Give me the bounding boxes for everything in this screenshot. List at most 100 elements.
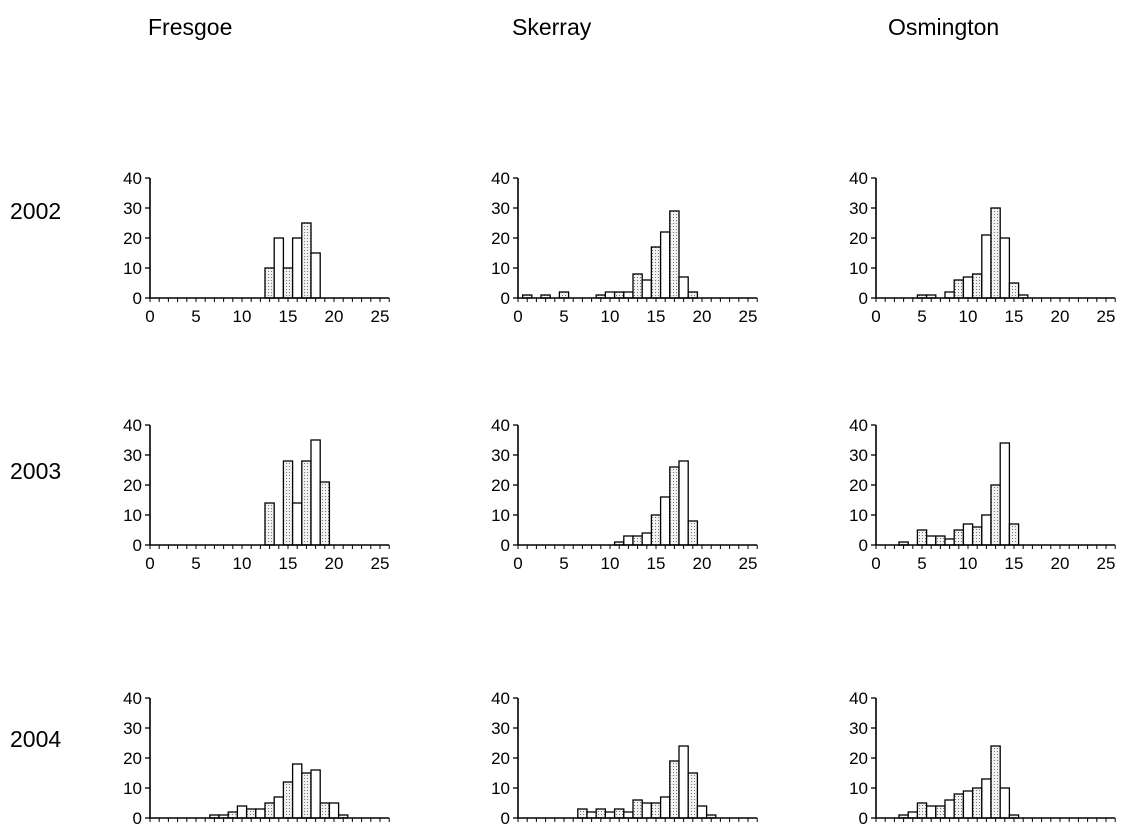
x-tick-label: 15 xyxy=(279,827,298,830)
x-tick-label: 10 xyxy=(233,554,252,573)
bar xyxy=(650,514,662,546)
x-tick-label: 20 xyxy=(693,554,712,573)
x-tick-label: 5 xyxy=(191,827,200,830)
bar xyxy=(310,252,321,299)
x-tick-label: 15 xyxy=(647,307,666,326)
x-tick-label: 25 xyxy=(371,307,390,326)
x-tick-label: 0 xyxy=(871,827,880,830)
bar xyxy=(669,466,680,546)
column-label-osmington: Osmington xyxy=(888,14,1000,40)
bar xyxy=(632,273,643,299)
x-tick-label: 20 xyxy=(325,307,344,326)
bar xyxy=(641,279,653,299)
histogram-fresgoe-2003: 0 10 20 30 40 0 5 10 15 20 25 xyxy=(123,416,390,573)
y-tick-label: 10 xyxy=(491,506,510,525)
y-tick-label: 10 xyxy=(849,259,868,278)
histogram-osmington-2004: 0 10 20 30 40 0 5 10 15 20 25 xyxy=(849,689,1116,830)
y-tick-label: 10 xyxy=(123,779,142,798)
bar xyxy=(962,276,974,299)
bar xyxy=(264,802,275,819)
x-tick-label: 10 xyxy=(959,554,978,573)
bar xyxy=(981,514,992,546)
bar xyxy=(962,523,974,546)
x-tick-label: 15 xyxy=(647,554,666,573)
bar xyxy=(282,267,294,299)
bar xyxy=(291,763,303,819)
x-tick-label: 25 xyxy=(1097,307,1116,326)
bar xyxy=(604,811,616,819)
y-tick-label: 40 xyxy=(491,689,510,708)
bar xyxy=(696,805,708,819)
x-tick-label: 20 xyxy=(325,554,344,573)
y-tick-label: 10 xyxy=(849,506,868,525)
row-label-2004: 2004 xyxy=(10,726,62,752)
bar xyxy=(255,808,266,819)
bar xyxy=(641,532,653,546)
bar xyxy=(925,805,937,819)
y-tick-label: 30 xyxy=(849,199,868,218)
bar xyxy=(925,535,937,546)
bar xyxy=(301,460,312,546)
bar xyxy=(319,481,331,546)
x-tick-label: 10 xyxy=(959,307,978,326)
y-tick-label: 40 xyxy=(491,416,510,435)
x-tick-label: 10 xyxy=(601,307,620,326)
x-tick-label: 15 xyxy=(647,827,666,830)
y-tick-label: 40 xyxy=(849,689,868,708)
y-tick-label: 10 xyxy=(123,259,142,278)
x-tick-label: 10 xyxy=(601,554,620,573)
y-tick-label: 20 xyxy=(491,229,510,248)
y-tick-label: 0 xyxy=(501,536,510,555)
x-tick-label: 25 xyxy=(739,307,758,326)
x-tick-label: 20 xyxy=(693,827,712,830)
x-tick-label: 5 xyxy=(917,554,926,573)
x-tick-label: 15 xyxy=(279,554,298,573)
y-tick-label: 40 xyxy=(123,689,142,708)
y-tick-label: 30 xyxy=(491,719,510,738)
y-tick-label: 30 xyxy=(123,199,142,218)
y-tick-label: 30 xyxy=(491,446,510,465)
x-tick-label: 15 xyxy=(279,307,298,326)
bar xyxy=(623,291,634,299)
bar xyxy=(916,802,928,819)
bar xyxy=(595,808,607,819)
bar xyxy=(650,246,662,299)
y-tick-label: 20 xyxy=(123,749,142,768)
y-tick-label: 30 xyxy=(491,199,510,218)
bar xyxy=(990,484,1001,546)
bar xyxy=(935,535,946,546)
y-tick-label: 20 xyxy=(849,229,868,248)
bar xyxy=(1008,523,1020,546)
bar xyxy=(577,808,588,819)
x-tick-label: 0 xyxy=(871,554,880,573)
bar xyxy=(328,802,340,819)
x-tick-label: 0 xyxy=(513,554,522,573)
bar xyxy=(953,279,965,299)
x-tick-label: 20 xyxy=(1051,827,1070,830)
y-tick-label: 40 xyxy=(849,169,868,188)
x-tick-label: 10 xyxy=(233,827,252,830)
histogram-skerray-2003: 0 10 20 30 40 0 5 10 15 20 25 xyxy=(491,416,758,573)
x-tick-label: 15 xyxy=(1005,307,1024,326)
bar xyxy=(907,811,919,819)
bar xyxy=(953,793,965,819)
bar xyxy=(245,808,257,819)
y-tick-label: 20 xyxy=(849,749,868,768)
bar xyxy=(953,529,965,546)
y-tick-label: 0 xyxy=(501,289,510,308)
bar xyxy=(264,502,275,546)
bar xyxy=(319,802,331,819)
bar xyxy=(558,291,570,299)
x-tick-label: 20 xyxy=(1051,554,1070,573)
bar xyxy=(659,496,671,546)
column-label-skerray: Skerray xyxy=(512,14,592,40)
y-tick-label: 10 xyxy=(491,779,510,798)
y-tick-label: 0 xyxy=(859,809,868,828)
x-tick-label: 0 xyxy=(145,554,154,573)
y-tick-label: 10 xyxy=(123,506,142,525)
y-tick-label: 10 xyxy=(849,779,868,798)
y-tick-label: 0 xyxy=(133,536,142,555)
bar xyxy=(981,234,992,299)
bar xyxy=(659,796,671,819)
y-tick-label: 10 xyxy=(491,259,510,278)
